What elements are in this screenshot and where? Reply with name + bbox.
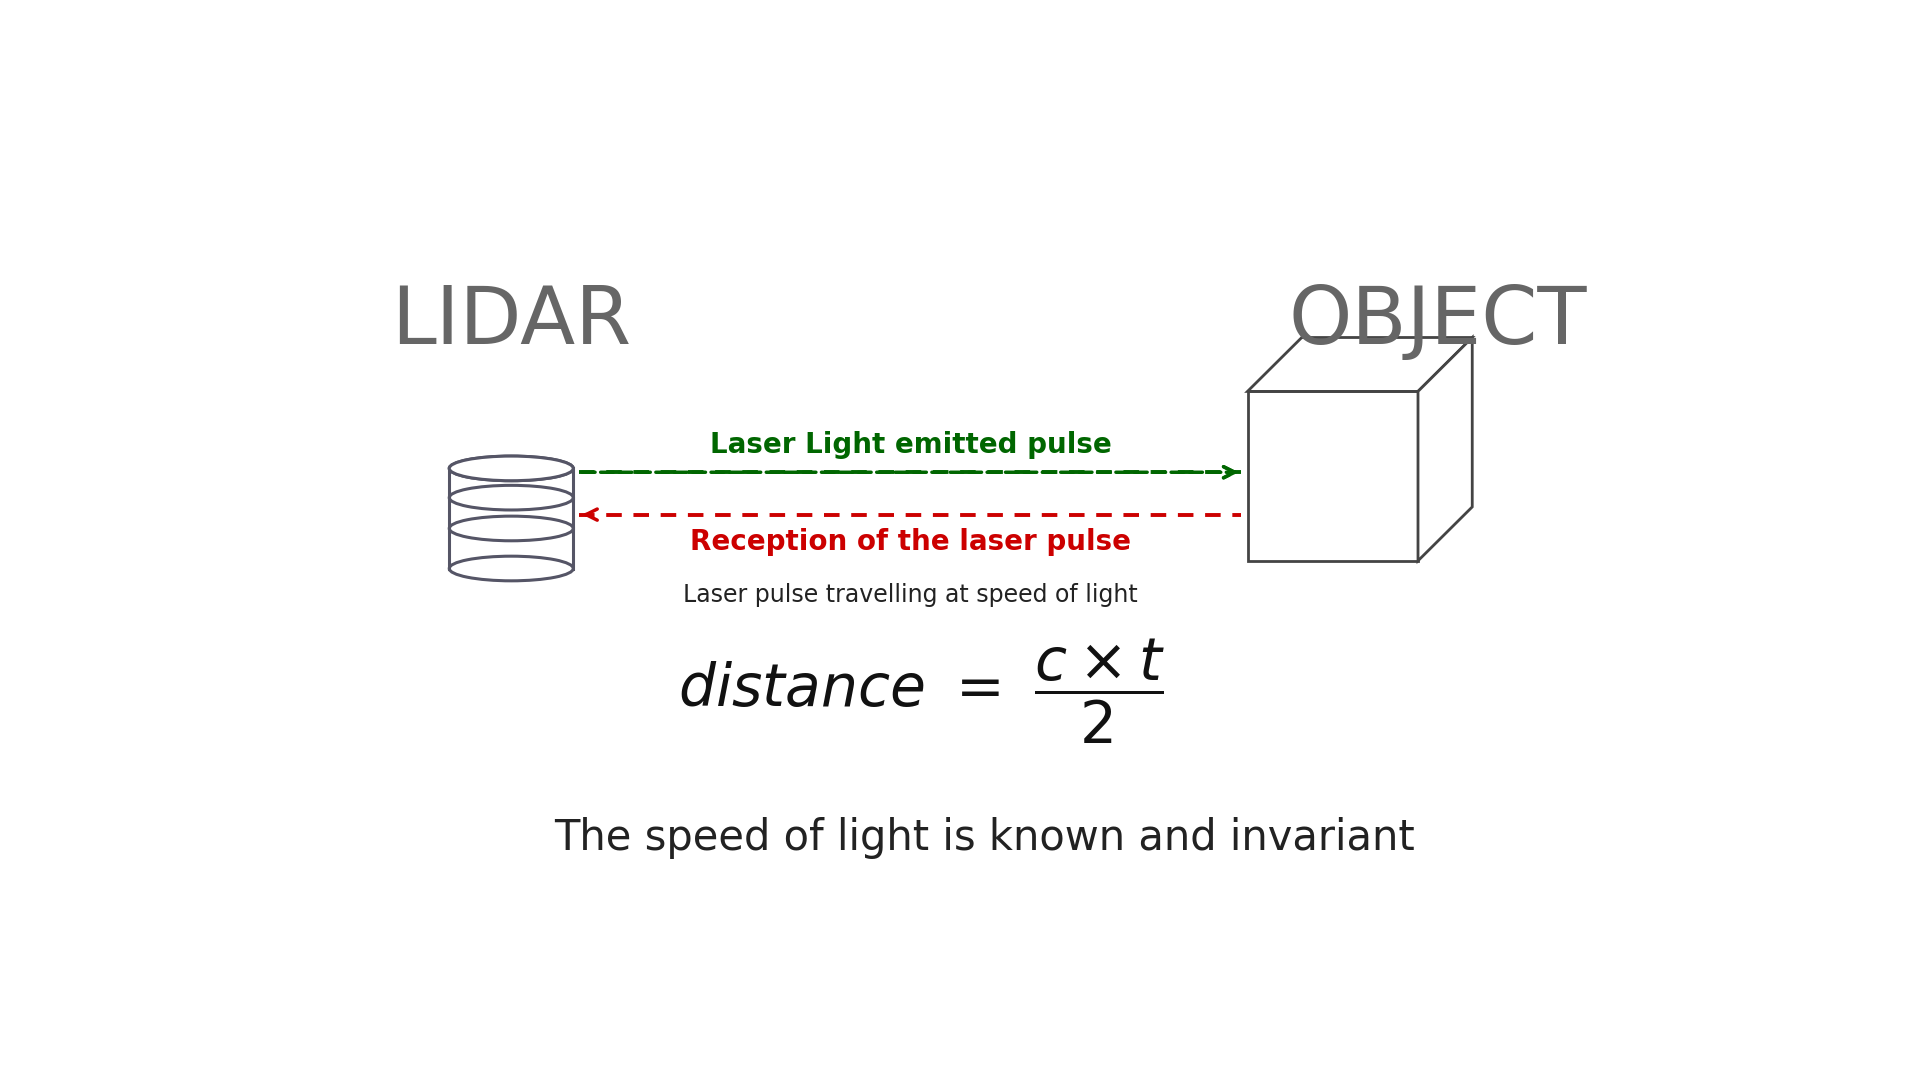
Ellipse shape — [449, 456, 574, 481]
Text: Reception of the laser pulse: Reception of the laser pulse — [689, 527, 1131, 555]
Text: OBJECT: OBJECT — [1288, 283, 1586, 361]
Text: Laser Light emitted pulse: Laser Light emitted pulse — [710, 431, 1112, 459]
Polygon shape — [1419, 338, 1473, 561]
Text: The speed of light is known and invariant: The speed of light is known and invarian… — [553, 816, 1415, 859]
Polygon shape — [1248, 338, 1473, 391]
Text: $\mathit{distance}\ =\ \dfrac{c \times t}{2}$: $\mathit{distance}\ =\ \dfrac{c \times t… — [678, 637, 1165, 746]
Text: LIDAR: LIDAR — [392, 283, 632, 361]
Polygon shape — [1248, 391, 1419, 561]
Text: Laser pulse travelling at speed of light: Laser pulse travelling at speed of light — [684, 583, 1139, 607]
